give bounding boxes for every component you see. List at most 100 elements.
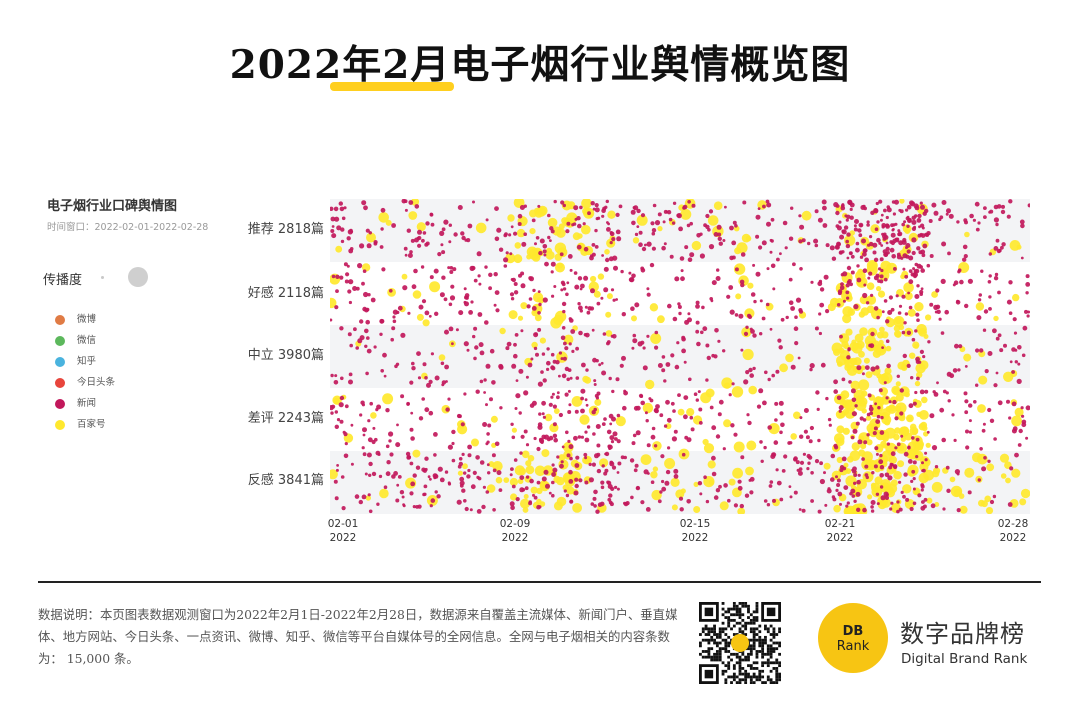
data-point-news — [533, 495, 538, 500]
data-point-news — [846, 265, 852, 271]
legend-swatch — [55, 315, 65, 325]
data-point-news — [464, 295, 468, 300]
data-point-news — [365, 319, 370, 325]
data-point-news — [833, 379, 838, 385]
x-tick-0215: 02-15 2022 — [665, 517, 725, 545]
data-point-baijiahao — [863, 357, 870, 364]
data-point-news — [447, 482, 452, 486]
data-point-news — [509, 292, 515, 297]
data-point-news — [553, 199, 557, 204]
data-point-news — [509, 473, 513, 477]
data-point-news — [922, 355, 926, 359]
data-point-news — [467, 453, 472, 458]
data-point-news — [867, 276, 871, 280]
data-point-news — [983, 309, 989, 314]
data-point-baijiahao — [680, 208, 692, 220]
data-point-news — [1009, 466, 1014, 471]
data-point-baijiahao — [553, 475, 561, 483]
data-point-news — [825, 243, 830, 248]
data-point-news — [977, 298, 982, 302]
data-point-news — [896, 500, 900, 504]
data-point-news — [771, 373, 775, 378]
data-point-news — [600, 296, 604, 300]
data-point-news — [901, 222, 905, 227]
data-point-news — [593, 379, 597, 383]
data-point-news — [461, 452, 465, 456]
data-point-news — [881, 232, 885, 236]
data-point-news — [340, 475, 345, 479]
data-point-news — [571, 223, 575, 227]
data-point-news — [885, 224, 890, 229]
data-point-baijiahao — [899, 199, 905, 204]
data-point-news — [898, 240, 904, 246]
data-point-news — [600, 361, 604, 365]
data-point-news — [896, 254, 902, 260]
data-point-news — [891, 254, 896, 259]
data-point-news — [996, 248, 1002, 254]
data-point-news — [487, 423, 492, 428]
data-point-baijiahao — [721, 377, 733, 389]
data-point-baijiahao — [584, 376, 592, 384]
data-point-baijiahao — [518, 467, 526, 476]
data-point-news — [445, 407, 450, 412]
data-point-baijiahao — [897, 361, 906, 370]
data-point-baijiahao — [529, 209, 537, 218]
data-point-news — [663, 209, 668, 214]
data-point-baijiahao — [332, 395, 342, 405]
data-point-news — [924, 389, 929, 394]
data-point-news — [906, 330, 912, 335]
data-point-news — [367, 493, 371, 497]
data-point-news — [930, 503, 936, 509]
data-point-news — [876, 237, 881, 243]
data-point-news — [993, 383, 998, 388]
data-point-news — [879, 465, 885, 470]
data-point-news — [441, 250, 446, 255]
data-point-news — [386, 460, 391, 465]
data-point-news — [663, 379, 667, 383]
data-point-news — [616, 487, 620, 491]
data-point-baijiahao — [900, 436, 906, 442]
data-point-news — [441, 275, 446, 280]
data-point-news — [427, 475, 431, 479]
data-point-news — [982, 328, 987, 332]
data-point-news — [839, 502, 842, 506]
data-point-news — [406, 455, 411, 460]
data-point-news — [687, 317, 692, 323]
data-point-baijiahao — [877, 290, 886, 298]
data-point-news — [564, 366, 570, 372]
data-point-news — [651, 228, 657, 233]
data-point-news — [379, 319, 385, 324]
data-point-news — [396, 423, 399, 427]
data-point-news — [835, 210, 840, 216]
data-point-news — [770, 217, 775, 222]
data-point-baijiahao — [379, 488, 389, 499]
data-point-news — [752, 366, 756, 371]
data-point-news — [434, 490, 438, 494]
data-point-news — [447, 266, 451, 270]
data-point-news — [532, 493, 535, 497]
data-point-baijiahao — [649, 303, 659, 312]
data-point-news — [534, 332, 538, 336]
data-point-news — [918, 225, 921, 229]
data-point-baijiahao — [1011, 415, 1022, 427]
data-point-news — [464, 506, 469, 512]
data-point-news — [594, 203, 599, 208]
data-point-news — [364, 328, 369, 334]
data-point-news — [493, 272, 498, 277]
data-point-news — [916, 318, 920, 322]
data-point-news — [434, 311, 439, 316]
data-point-baijiahao — [834, 433, 845, 444]
data-point-news — [367, 419, 371, 423]
data-point-news — [641, 246, 647, 252]
data-point-news — [589, 255, 594, 261]
data-point-news — [441, 380, 447, 385]
data-point-news — [673, 474, 679, 479]
data-point-news — [873, 257, 879, 262]
data-point-news — [740, 252, 746, 257]
data-point-news — [339, 206, 345, 212]
data-point-news — [361, 446, 365, 450]
data-point-baijiahao — [909, 352, 916, 359]
data-point-news — [870, 500, 876, 505]
data-point-news — [820, 362, 826, 368]
data-point-news — [460, 422, 465, 427]
